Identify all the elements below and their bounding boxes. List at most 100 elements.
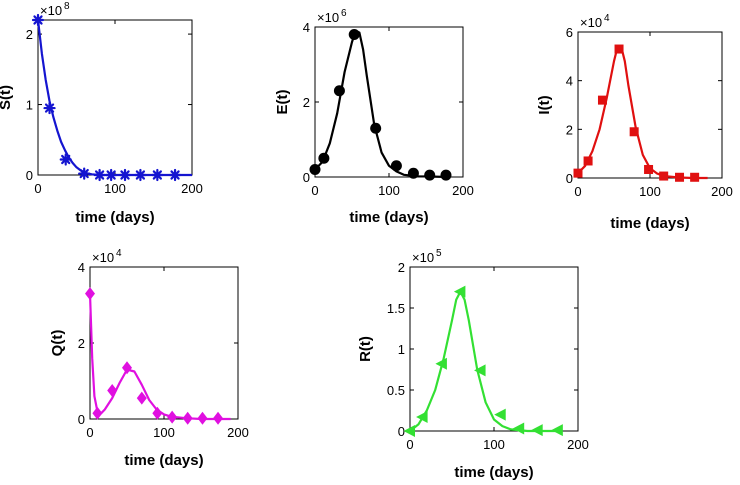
data-point-circle [390, 160, 402, 172]
data-point-asterisk [151, 168, 164, 182]
data-point-square [573, 168, 583, 178]
y-multiplier: ×10 [92, 250, 114, 265]
data-point-asterisk [93, 168, 106, 182]
y-tick-label: 2 [78, 336, 85, 351]
axes-box [409, 266, 579, 432]
y-multiplier-exponent: 4 [116, 248, 122, 259]
x-tick-label: 200 [567, 437, 589, 452]
y-multiplier: ×10 [317, 10, 339, 25]
x-axis-label: time (days) [349, 209, 428, 226]
panel-s: 0 1 2 0 100 200 ×10 8 time (days) S(t) [0, 1, 203, 226]
x-tick-label: 200 [227, 425, 249, 440]
y-tick-label: 0.5 [387, 383, 405, 398]
data-point-diamond [197, 411, 208, 425]
y-multiplier-exponent: 8 [64, 1, 70, 12]
y-tick-label: 1 [398, 342, 405, 357]
data-point-diamond [122, 361, 132, 375]
series-line [314, 29, 449, 179]
data-point-asterisk [134, 168, 147, 182]
x-tick-label: 200 [452, 183, 474, 198]
data-point-triangle-left [453, 285, 466, 298]
x-axis-label: time (days) [75, 209, 154, 226]
x-axis-label: time (days) [124, 452, 203, 469]
data-point-asterisk-stroke-3 [152, 170, 162, 180]
data-point-diamond [213, 411, 224, 425]
data-point-triangle-left [474, 364, 486, 377]
data-point-asterisk-stroke-3 [33, 15, 43, 25]
x-tick-label: 0 [311, 183, 318, 198]
x-tick-label: 0 [406, 437, 413, 452]
y-tick-label: 0 [26, 168, 33, 183]
y-tick-label: 0 [303, 170, 310, 185]
data-point-square [614, 44, 624, 54]
x-axis-label: time (days) [454, 464, 533, 481]
data-point-square [659, 171, 669, 181]
data-point-asterisk-stroke-3 [61, 154, 71, 165]
x-tick-label: 0 [86, 425, 93, 440]
y-multiplier: ×10 [580, 15, 602, 30]
y-tick-label: 2 [303, 95, 310, 110]
data-point-square [675, 172, 685, 182]
data-point-asterisk-stroke-3 [79, 168, 89, 179]
y-tick-label: 4 [566, 74, 573, 89]
data-point-circle [309, 164, 321, 175]
data-point-triangle-left [435, 357, 447, 370]
y-axis-label: R(t) [357, 336, 374, 362]
data-point-circle [348, 29, 360, 40]
data-point-diamond [182, 411, 193, 425]
y-multiplier: ×10 [40, 3, 62, 18]
data-point-triangle-left [494, 408, 506, 421]
data-point-diamond [107, 384, 118, 397]
data-point-asterisk-stroke-3 [106, 170, 116, 180]
data-point-asterisk [59, 153, 72, 166]
y-axis-label: E(t) [274, 90, 291, 115]
y-tick-label: 4 [78, 260, 85, 275]
data-point-diamond [167, 410, 178, 424]
series-line [409, 290, 562, 433]
x-tick-label: 0 [34, 181, 41, 196]
data-point-triangle-left [512, 422, 525, 435]
data-point-circle [370, 122, 382, 134]
y-tick-label: 0 [566, 171, 573, 186]
x-tick-label: 200 [181, 181, 203, 196]
y-tick-label: 0 [78, 412, 85, 427]
data-point-asterisk [31, 13, 45, 27]
data-point-asterisk-stroke-3 [170, 170, 180, 180]
panel-e: 0 2 4 0 100 200 ×10 6 time (days) E(t) [274, 8, 474, 226]
data-point-asterisk [78, 167, 91, 180]
data-point-diamond [92, 406, 103, 420]
data-point-triangle-left [416, 411, 428, 424]
data-point-asterisk [168, 168, 182, 182]
y-tick-label: 2 [566, 122, 573, 137]
y-multiplier-exponent: 6 [341, 8, 347, 19]
y-axis-label: Q(t) [49, 330, 66, 357]
data-point-asterisk [118, 168, 132, 182]
data-point-asterisk [105, 168, 118, 182]
data-point-triangle-left [403, 425, 415, 437]
y-tick-label: 1 [26, 98, 33, 113]
axes-box [577, 31, 723, 179]
data-point-asterisk-stroke-3 [120, 170, 130, 180]
data-point-asterisk-stroke-3 [44, 103, 55, 113]
x-axis-label: time (days) [610, 215, 689, 232]
data-point-square [690, 172, 700, 182]
y-axis-label: I(t) [536, 95, 553, 114]
y-axis-label: S(t) [0, 85, 14, 110]
data-point-diamond [85, 287, 95, 301]
y-multiplier-exponent: 4 [604, 13, 610, 24]
x-tick-label: 100 [153, 425, 175, 440]
y-tick-label: 2 [398, 260, 405, 275]
data-point-circle [318, 152, 330, 164]
data-point-square [629, 127, 639, 137]
panel-r: 0 0.5 1 1.5 2 0 100 200 ×10 5 time (days) R(t) [357, 248, 589, 481]
data-point-diamond [136, 391, 147, 405]
data-point-square [597, 95, 607, 105]
data-point-triangle-left [551, 424, 563, 437]
data-point-square [644, 164, 654, 174]
data-point-asterisk-stroke-3 [135, 170, 146, 180]
x-tick-label: 0 [574, 184, 581, 199]
data-point-circle [407, 167, 419, 179]
